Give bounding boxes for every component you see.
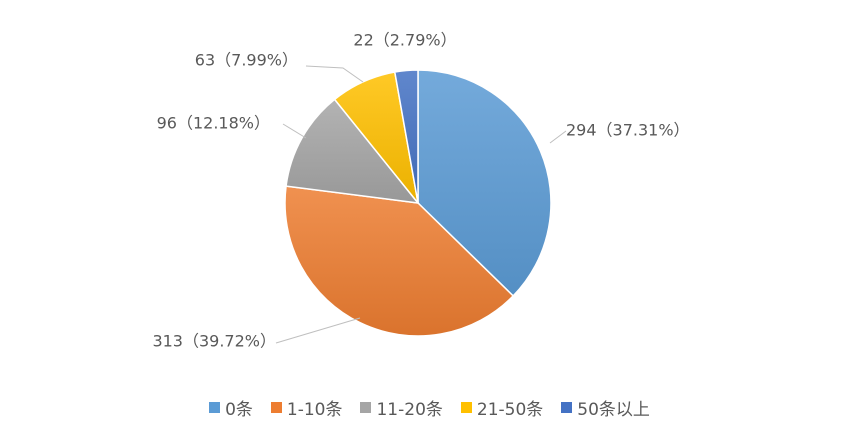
data-label-3: 96（12.18%）: [157, 114, 270, 133]
legend-label: 11-20条: [376, 399, 443, 420]
pie-slice-5: [393, 69, 419, 204]
legend-swatch: [360, 401, 372, 413]
data-label-1: 294（37.31%）: [566, 121, 690, 140]
legend-label: 21-50条: [476, 399, 544, 420]
data-labels: 294（37.31%） 313（39.72%） 96（12.18%） 63（7.99%…: [152, 31, 689, 351]
legend-label: 1-10条: [286, 399, 343, 420]
pie-slice-3: [285, 98, 420, 204]
data-label-4: 63（7.99%）: [195, 51, 298, 70]
leader-line-2: [275, 317, 361, 344]
legend-swatch: [561, 401, 573, 413]
pie-slice-1: [417, 69, 552, 297]
legend-label: 0条: [225, 399, 253, 420]
legend-item-2: 1-10条: [270, 395, 343, 420]
legend-item-5: 50条以上: [561, 395, 650, 420]
leader-line-1: [549, 130, 567, 144]
legend-swatch: [209, 401, 221, 413]
legend: 0条 1-10条 11-20条 21-50条 50条以上: [0, 395, 859, 420]
legend-swatch: [270, 401, 282, 413]
leader-line-4: [305, 65, 364, 83]
leader-line-3: [282, 123, 307, 139]
legend-label: 50条以上: [577, 399, 650, 420]
data-label-2: 313（39.72%）: [152, 332, 276, 351]
legend-swatch: [460, 401, 472, 413]
pie-slice-2: [284, 185, 515, 337]
pie-slices: [284, 69, 552, 337]
legend-item-4: 21-50条: [460, 395, 544, 420]
legend-item-1: 0条: [209, 395, 253, 420]
leader-lines: [275, 65, 567, 344]
data-label-5: 22（2.79%）: [353, 31, 456, 50]
legend-item-3: 11-20条: [360, 395, 443, 420]
